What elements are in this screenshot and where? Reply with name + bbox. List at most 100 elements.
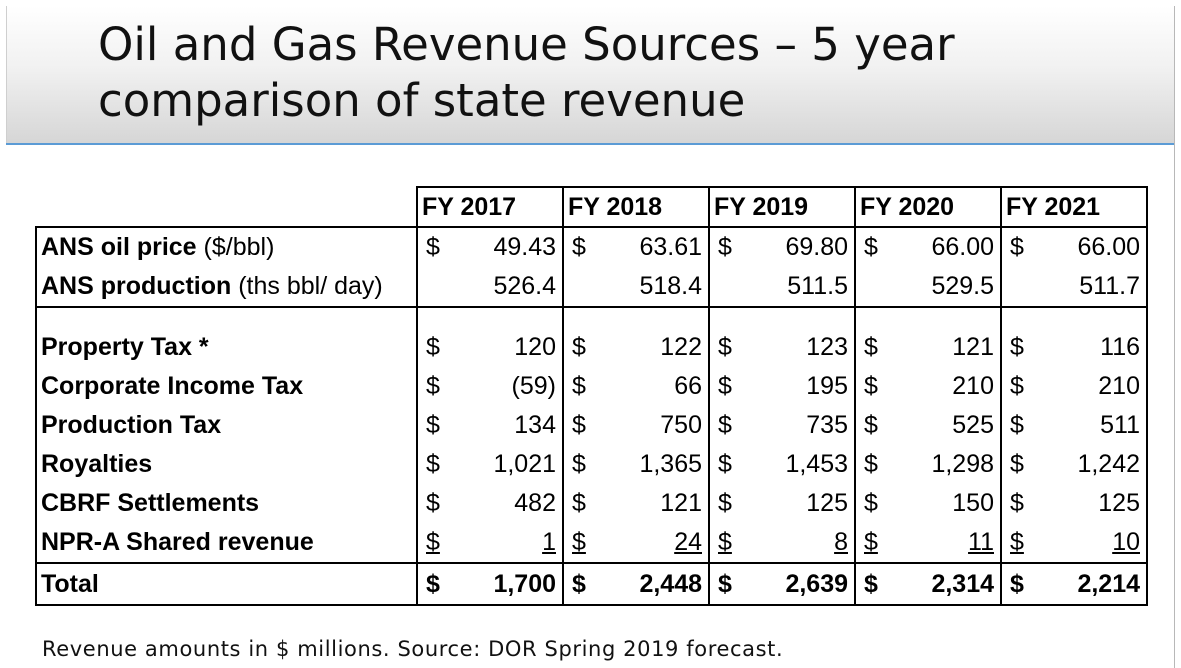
currency-symbol: $ <box>855 445 902 484</box>
column-header-fy2018: FY 2018 <box>563 186 710 228</box>
production-fy2020: 529.5 <box>902 267 1002 308</box>
cell-value-text: 125 <box>1098 489 1140 517</box>
table-row: Royalties $1,021 $1,365 $1,453 $1,298 $1,242 <box>35 445 1148 484</box>
table-row: NPR-A Shared revenue $1 $24 $8 $11 $10 <box>35 523 1148 563</box>
cell-value-text: 66 <box>674 372 702 400</box>
currency-symbol: $ <box>709 367 756 406</box>
currency-symbol: $ <box>563 328 610 367</box>
oil-price-fy2018: 63.61 <box>610 227 710 267</box>
cell-value-text: 511 <box>1100 411 1140 439</box>
cell-value: 750 <box>610 406 710 445</box>
currency-symbol: $ <box>416 562 464 606</box>
cell-value: 1,365 <box>610 445 710 484</box>
cell-value-text: 24 <box>674 528 702 556</box>
currency-symbol-text: $ <box>426 528 440 556</box>
currency-symbol-text: $ <box>426 411 440 439</box>
row-label: ANS production (ths bbl/ day) <box>35 267 417 308</box>
currency-symbol: $ <box>709 484 756 523</box>
cell-value: 1,453 <box>756 445 856 484</box>
currency-symbol: $ <box>563 445 610 484</box>
table-header-row: FY 2017 FY 2018 FY 2019 FY 2020 FY 2021 <box>36 186 1148 228</box>
currency-symbol: $ <box>1001 328 1048 367</box>
total-fy2017: 1,700 <box>464 562 564 606</box>
row-label: NPR-A Shared revenue <box>35 523 417 563</box>
cell-value-text: 121 <box>952 333 994 361</box>
currency-symbol-text: $ <box>572 528 586 556</box>
cell-value: 66 <box>610 367 710 406</box>
production-fy2021: 511.7 <box>1048 267 1148 308</box>
cell-value: 511 <box>1048 406 1148 445</box>
slide-title: Oil and Gas Revenue Sources – 5 year com… <box>98 17 955 129</box>
cell-value-text: 121 <box>660 489 702 517</box>
currency-symbol-text: $ <box>718 333 732 361</box>
currency-symbol: $ <box>416 523 464 563</box>
currency-symbol: $ <box>855 484 902 523</box>
total-row: Total $ 1,700 $ 2,448 $ 2,639 $ 2,314 $ … <box>35 562 1148 606</box>
source-footnote: Revenue amounts in $ millions. Source: D… <box>42 637 784 661</box>
cell-value: 121 <box>610 484 710 523</box>
row-unit: ($/bbl) <box>203 233 275 261</box>
cell-value: 735 <box>756 406 856 445</box>
cell-value: 8 <box>756 523 856 563</box>
currency-symbol-text: $ <box>426 450 440 478</box>
cell-value: 1,242 <box>1048 445 1148 484</box>
cell-value-text: 10 <box>1112 528 1140 556</box>
title-banner <box>6 6 1175 143</box>
currency-symbol: $ <box>1001 406 1048 445</box>
row-label-text: ANS oil price <box>41 233 197 261</box>
cell-value-text: 1,242 <box>1077 450 1140 478</box>
row-label: Production Tax <box>35 406 417 445</box>
cell-value-text: 1 <box>542 528 556 556</box>
cell-value-text: 210 <box>952 372 994 400</box>
currency-symbol-text: $ <box>864 489 878 517</box>
currency-symbol-text: $ <box>1010 489 1024 517</box>
total-fy2020: 2,314 <box>902 562 1002 606</box>
column-header-fy2020: FY 2020 <box>855 186 1002 228</box>
currency-symbol-text: $ <box>718 450 732 478</box>
cell-value-text: 1,021 <box>493 450 556 478</box>
production-fy2019: 511.5 <box>756 267 856 308</box>
cell-value: 10 <box>1048 523 1148 563</box>
cell-value: 125 <box>756 484 856 523</box>
currency-symbol: $ <box>1001 484 1048 523</box>
currency-symbol-text: $ <box>718 372 732 400</box>
currency-symbol-text: $ <box>1010 333 1024 361</box>
cell-value: 11 <box>902 523 1002 563</box>
currency-symbol: $ <box>563 367 610 406</box>
currency-symbol-text: $ <box>572 450 586 478</box>
currency-symbol: $ <box>855 406 902 445</box>
currency-symbol: $ <box>718 233 732 261</box>
row-label-text: ANS production <box>41 272 232 300</box>
production-row: ANS production (ths bbl/ day) 526.4 518.… <box>35 267 1148 308</box>
cell-value-text: (59) <box>511 372 556 400</box>
currency-symbol: $ <box>855 523 902 563</box>
currency-symbol: $ <box>709 406 756 445</box>
row-unit: (ths bbl/ day) <box>238 272 383 300</box>
cell-value: 120 <box>464 328 564 367</box>
column-header-fy2021: FY 2021 <box>1001 186 1148 228</box>
currency-symbol: $ <box>416 445 464 484</box>
currency-symbol: $ <box>1001 445 1048 484</box>
oil-price-fy2020: 66.00 <box>902 227 1002 267</box>
cell-value: 121 <box>902 328 1002 367</box>
production-fy2017: 526.4 <box>464 267 564 308</box>
currency-symbol-text: $ <box>1010 411 1024 439</box>
currency-symbol: $ <box>416 367 464 406</box>
currency-symbol: $ <box>709 523 756 563</box>
table-row: Property Tax * $120 $122 $123 $121 $116 <box>35 328 1148 367</box>
cell-value: 24 <box>610 523 710 563</box>
currency-symbol: $ <box>416 484 464 523</box>
cell-value-text: 735 <box>806 411 848 439</box>
total-fy2018: 2,448 <box>610 562 710 606</box>
currency-symbol: $ <box>563 562 610 606</box>
currency-symbol: $ <box>416 406 464 445</box>
cell-value: 150 <box>902 484 1002 523</box>
slide-frame-left <box>6 6 7 143</box>
currency-symbol: $ <box>563 523 610 563</box>
currency-symbol-text: $ <box>718 489 732 517</box>
currency-symbol-text: $ <box>426 372 440 400</box>
currency-symbol-text: $ <box>426 489 440 517</box>
cell-value: 1,298 <box>902 445 1002 484</box>
currency-symbol-text: $ <box>864 450 878 478</box>
cell-value-text: 122 <box>660 333 702 361</box>
